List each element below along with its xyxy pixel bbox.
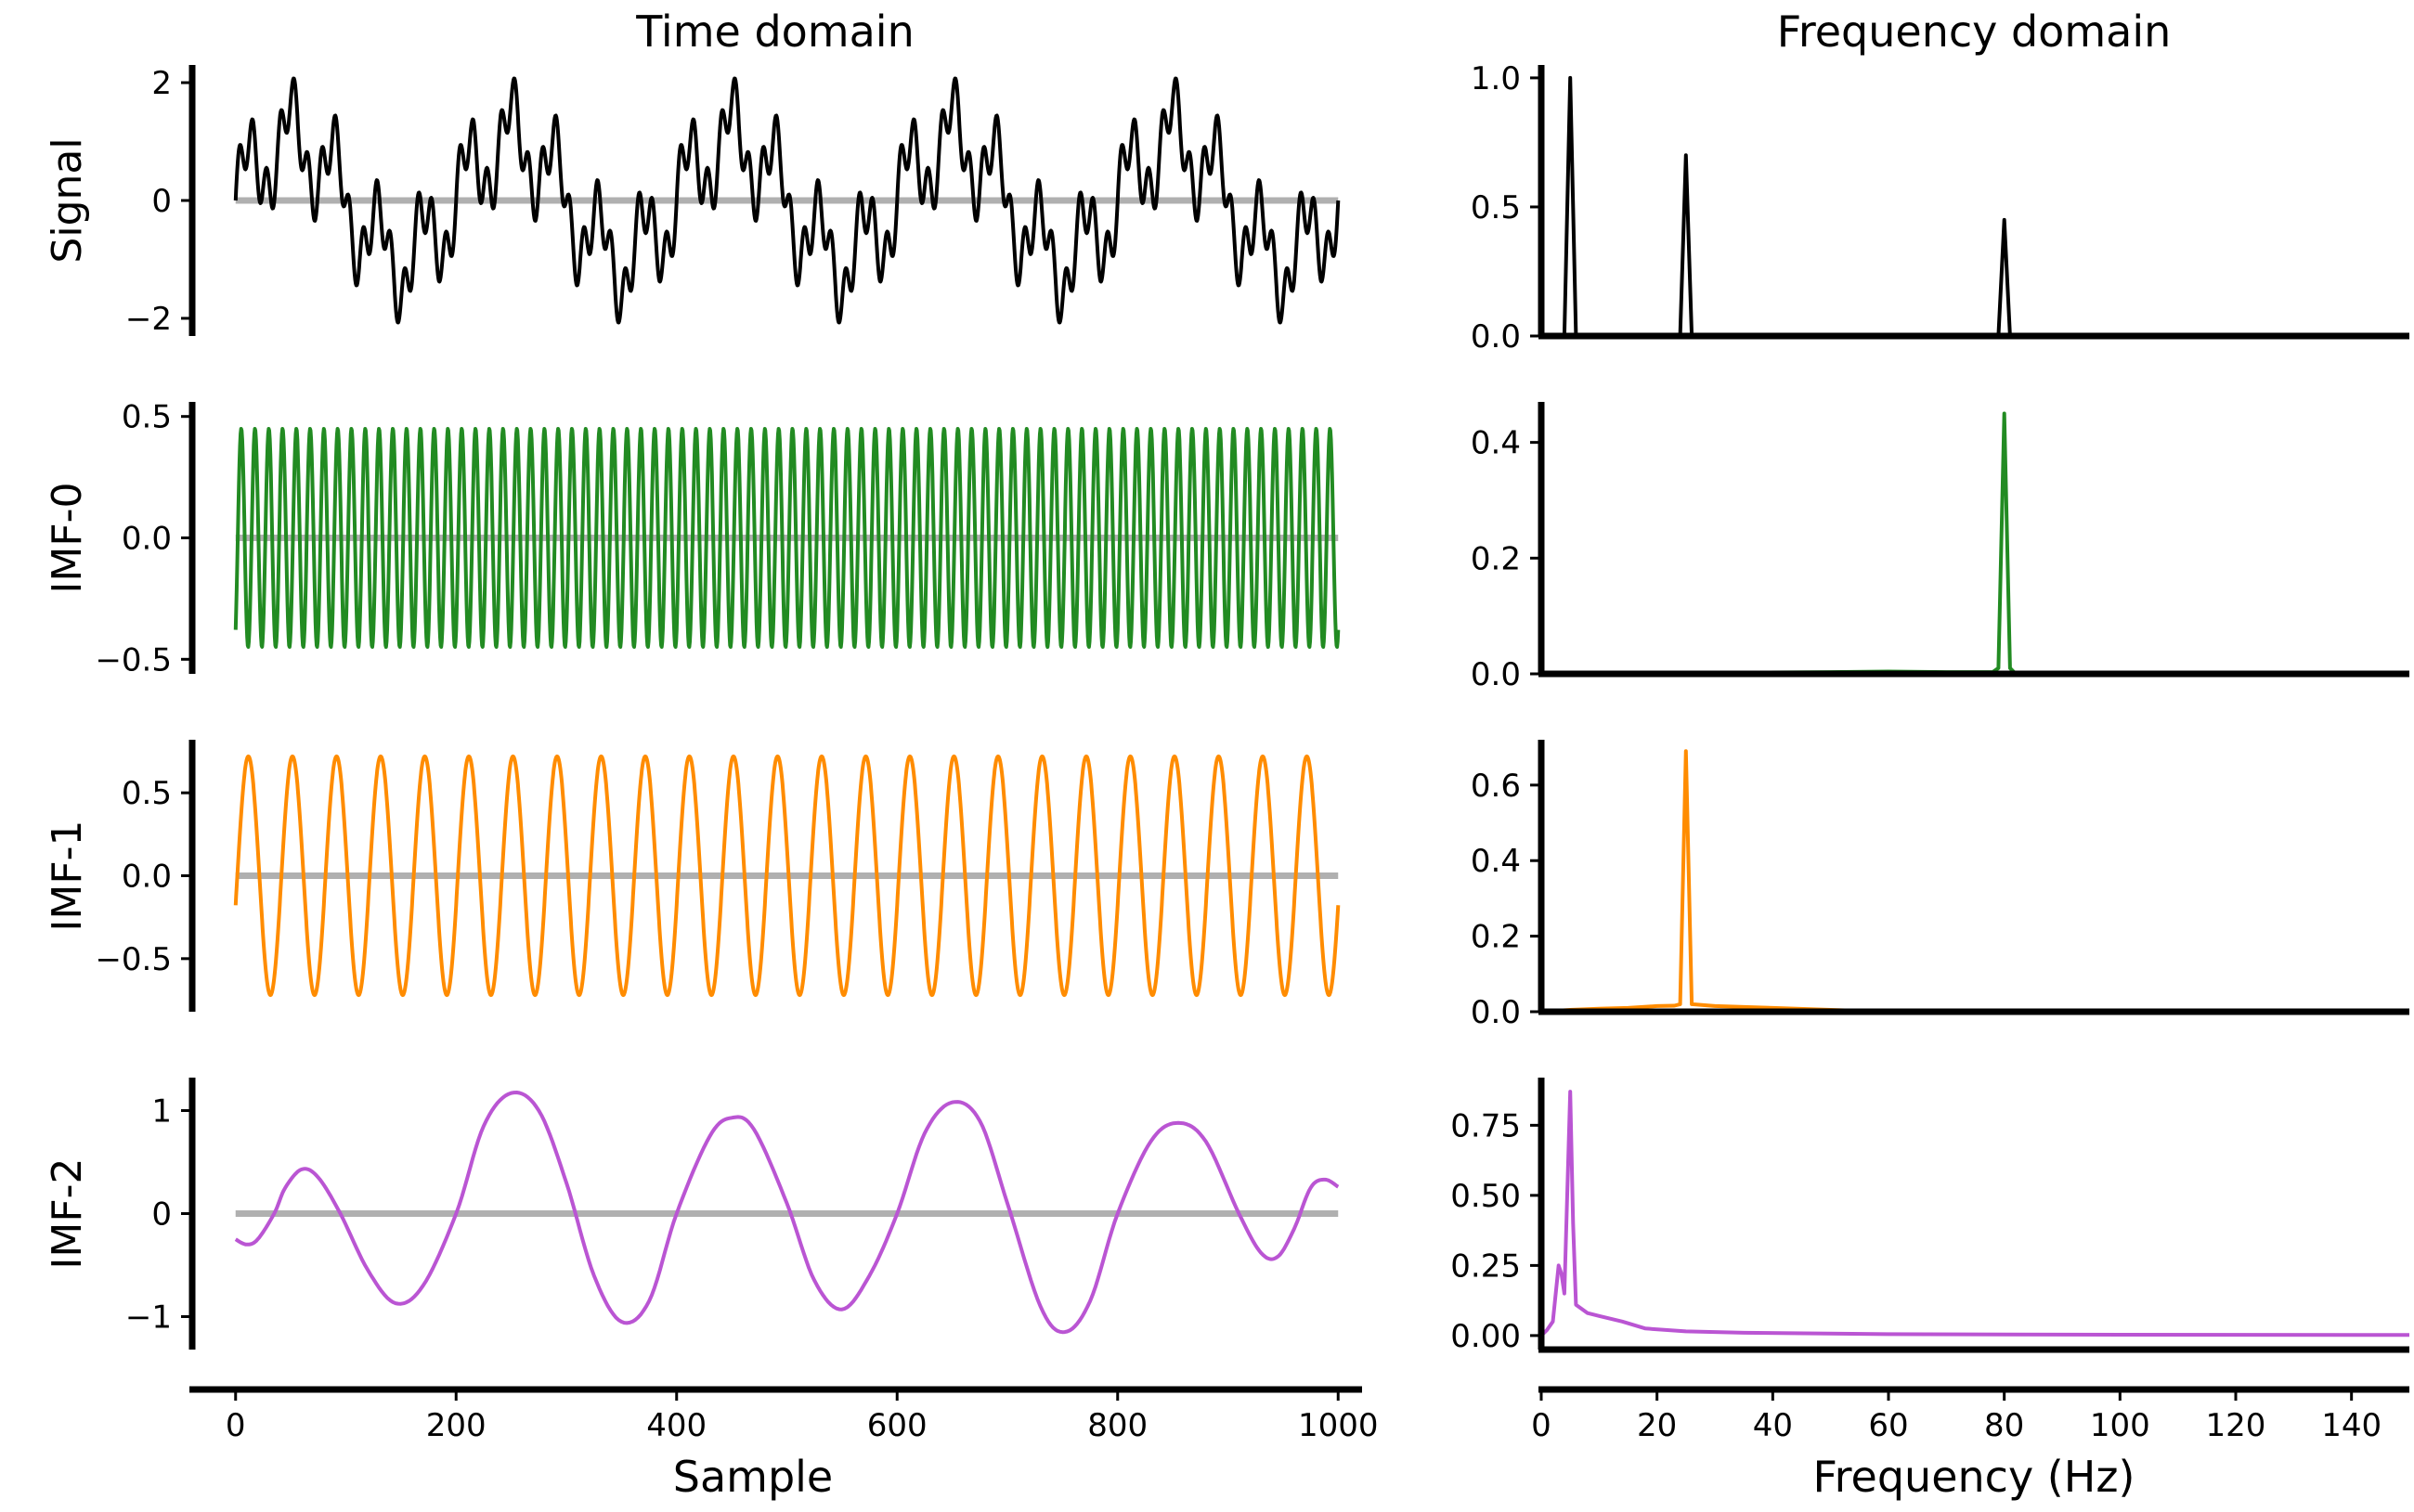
x-tick-label: 800 bbox=[1087, 1407, 1148, 1444]
time-panel-imf-0: −0.5 0.0 0.5 IMF-0 bbox=[44, 399, 1341, 678]
y-tick-label: 0.5 bbox=[122, 775, 172, 812]
series-line-signal bbox=[1541, 75, 2409, 338]
y-tick-label: 0.75 bbox=[1450, 1107, 1521, 1144]
y-tick-label: −0.5 bbox=[95, 941, 172, 978]
y-tick-label: 0.5 bbox=[1471, 189, 1521, 226]
x-tick-label: 100 bbox=[2090, 1407, 2150, 1444]
time-panel-imf-2: −1 0 1 IMF-2 0 200 400 600 800 1000 bbox=[44, 1078, 1379, 1444]
y-tick-label: −1 bbox=[125, 1299, 172, 1336]
row-label-imf-1: IMF-1 bbox=[44, 820, 91, 931]
freq-panel-imf-2: 0.00 0.25 0.50 0.75 0 20 40 60 80 100 120 140 bbox=[1450, 1078, 2410, 1444]
series-line-imf-2 bbox=[234, 1091, 1340, 1335]
x-tick-label: 1000 bbox=[1298, 1407, 1379, 1444]
x-tick-label: 400 bbox=[646, 1407, 707, 1444]
freq-panel-imf-0: 0.0 0.2 0.4 bbox=[1471, 402, 2409, 693]
x-tick-label: 140 bbox=[2321, 1407, 2382, 1444]
x-tick-label: 200 bbox=[426, 1407, 487, 1444]
series-line-imf-0 bbox=[1540, 411, 2409, 676]
series-line-signal bbox=[233, 76, 1341, 325]
panels: −2 0 2 Signal −0.5 0.0 0.5 IMF-0 −0.5 0.0 0.5 IMF-1… bbox=[44, 60, 2410, 1444]
freq-panel-signal: 0.0 0.5 1.0 bbox=[1471, 60, 2409, 355]
y-tick-label: 0.0 bbox=[1471, 318, 1521, 355]
y-tick-label: 0.6 bbox=[1471, 768, 1521, 805]
series-line-imf-1 bbox=[233, 754, 1341, 998]
y-tick-label: 0.2 bbox=[1471, 919, 1521, 956]
freq-panel-imf-1: 0.0 0.2 0.4 0.6 bbox=[1471, 740, 2409, 1031]
time-domain-title: Time domain bbox=[635, 6, 914, 57]
time-panel-imf-1: −0.5 0.0 0.5 IMF-1 bbox=[44, 740, 1341, 1012]
x-tick-label: 600 bbox=[867, 1407, 928, 1444]
y-tick-label: 0.0 bbox=[122, 521, 172, 558]
y-tick-label: 0.2 bbox=[1471, 540, 1521, 577]
y-tick-label: 2 bbox=[151, 65, 172, 102]
row-label-imf-0: IMF-0 bbox=[44, 482, 91, 593]
x-tick-label: 0 bbox=[226, 1407, 246, 1444]
time-xlabel: Sample bbox=[673, 1452, 833, 1502]
y-tick-label: −0.5 bbox=[95, 641, 172, 678]
x-tick-label: 60 bbox=[1868, 1407, 1908, 1444]
x-tick-label: 20 bbox=[1637, 1407, 1677, 1444]
y-tick-label: 0.0 bbox=[1471, 994, 1521, 1031]
x-tick-label: 40 bbox=[1753, 1407, 1793, 1444]
frequency-domain-title: Frequency domain bbox=[1777, 6, 2172, 57]
series-line-imf-0 bbox=[233, 427, 1341, 649]
series-line-imf-1 bbox=[1540, 749, 2409, 1014]
y-tick-label: 0.5 bbox=[122, 399, 172, 436]
row-label-signal: Signal bbox=[44, 137, 91, 263]
y-tick-label: 1.0 bbox=[1471, 60, 1521, 97]
freq-xlabel: Frequency (Hz) bbox=[1813, 1452, 2135, 1502]
y-tick-label: 0 bbox=[151, 1196, 172, 1234]
y-tick-label: 0.00 bbox=[1450, 1318, 1521, 1355]
y-tick-label: 0.4 bbox=[1471, 425, 1521, 462]
x-tick-label: 0 bbox=[1531, 1407, 1551, 1444]
y-tick-label: −2 bbox=[125, 301, 172, 338]
y-tick-label: 0 bbox=[151, 183, 172, 220]
y-tick-label: 1 bbox=[151, 1093, 172, 1131]
x-tick-label: 120 bbox=[2206, 1407, 2266, 1444]
y-tick-label: 0.4 bbox=[1471, 843, 1521, 880]
y-tick-label: 0.0 bbox=[122, 859, 172, 896]
x-tick-label: 80 bbox=[1984, 1407, 2024, 1444]
y-tick-label: 0.50 bbox=[1450, 1178, 1521, 1215]
row-label-imf-2: IMF-2 bbox=[44, 1157, 91, 1269]
y-tick-label: 0.0 bbox=[1471, 656, 1521, 693]
time-panel-signal: −2 0 2 Signal bbox=[44, 65, 1341, 338]
series-line-imf-2 bbox=[1539, 1090, 2410, 1338]
y-tick-label: 0.25 bbox=[1450, 1247, 1521, 1285]
